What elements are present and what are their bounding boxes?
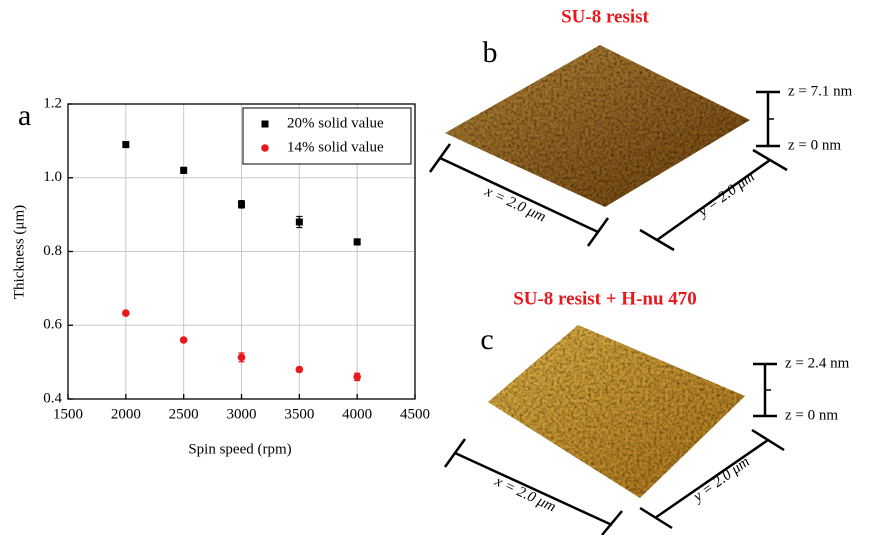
x-size-bar xyxy=(428,143,610,247)
z-top-label: z = 2.4 nm xyxy=(785,355,850,371)
y-size-label: y = 2.0 μm xyxy=(694,169,758,222)
point xyxy=(353,238,361,246)
y-tick-label: 0.6 xyxy=(43,317,62,333)
z-top-label: z = 7.1 nm xyxy=(788,83,853,99)
y-axis-title: Thickness (μm) xyxy=(11,205,27,299)
legend-marker xyxy=(261,120,269,128)
point xyxy=(180,166,188,174)
x-tick-label: 1500 xyxy=(53,406,83,422)
point xyxy=(295,365,304,374)
x-tick-label: 3500 xyxy=(284,406,314,422)
y-tick-label: 0.4 xyxy=(43,390,62,406)
z-scale xyxy=(753,362,777,418)
z-bottom-label: z = 0 nm xyxy=(785,407,838,423)
panel-title: SU-8 resist xyxy=(561,6,649,27)
legend-marker xyxy=(261,144,269,152)
afm-surface xyxy=(445,45,750,207)
y-tick-label: 0.8 xyxy=(43,243,62,259)
x-size-label: x = 2.0 μm xyxy=(491,473,558,516)
point xyxy=(179,336,188,344)
panel-label: b xyxy=(483,36,498,69)
panel-title: SU-8 resist + H-nu 470 xyxy=(513,288,697,309)
x-tick-label: 2000 xyxy=(111,406,141,422)
panel-label: c xyxy=(480,323,493,356)
plot-frame xyxy=(67,103,416,400)
legend-label: 14% solid value xyxy=(287,139,384,155)
z-bottom-label: z = 0 nm xyxy=(788,137,841,153)
x-tick-label: 4500 xyxy=(400,406,430,422)
point xyxy=(295,218,303,226)
point xyxy=(238,200,245,208)
x-tick-label: 3000 xyxy=(227,406,257,422)
x-axis-title: Spin speed (rpm) xyxy=(188,441,291,457)
point xyxy=(353,373,361,381)
point xyxy=(122,141,130,149)
plot: 0.4 0.6 0.8 1.0 1.2 1500 2000 2500 3000 3500 4000 4… xyxy=(43,95,430,422)
afm-surface xyxy=(488,325,745,498)
y-size-bar xyxy=(639,428,785,530)
y-tick-label: 1.2 xyxy=(43,95,62,111)
y-size-label: y = 2.0 μm xyxy=(689,454,753,507)
x-tick-label: 4000 xyxy=(342,406,372,422)
z-scale xyxy=(756,90,780,148)
legend-label: 20% solid value xyxy=(287,115,384,131)
point xyxy=(122,309,130,317)
y-tick-label: 1.0 xyxy=(43,169,62,185)
x-tick-label: 2500 xyxy=(169,406,199,422)
panel-label: a xyxy=(18,99,31,132)
x-size-bar xyxy=(443,438,623,535)
point xyxy=(237,353,246,362)
legend-box xyxy=(242,107,412,165)
y-size-bar xyxy=(639,148,788,252)
